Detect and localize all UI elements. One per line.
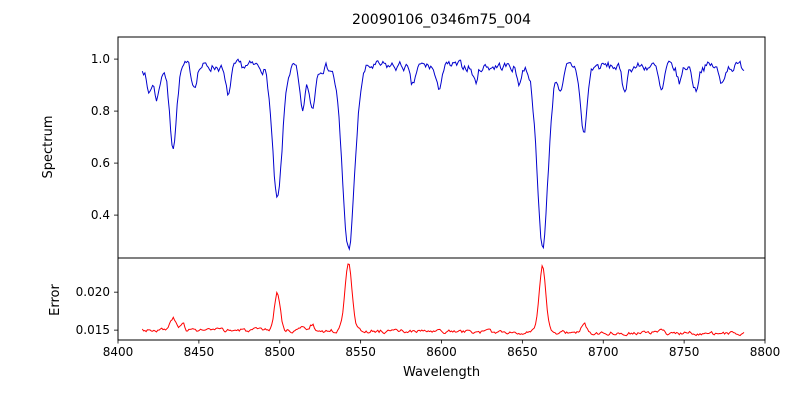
y-tick-label: 0.015	[76, 323, 110, 337]
x-tick-label: 8500	[264, 345, 295, 359]
x-tick-label: 8400	[103, 345, 134, 359]
x-axis-label: Wavelength	[402, 365, 481, 380]
x-tick-label: 8650	[507, 345, 538, 359]
chart-title: 20090106_0346m75_004	[351, 12, 532, 28]
y-tick-label: 0.4	[91, 208, 110, 222]
x-tick-label: 8750	[669, 345, 700, 359]
error-axes-border	[117, 257, 766, 341]
y-tick-label: 0.6	[91, 156, 110, 170]
x-tick-label: 8600	[426, 345, 457, 359]
x-tick-label: 8450	[184, 345, 215, 359]
x-tick-label: 8700	[588, 345, 619, 359]
y-tick-label: 0.8	[91, 104, 110, 118]
x-tick-label: 8800	[750, 345, 781, 359]
y-tick-label: 1.0	[91, 52, 110, 66]
spectrum-axes-border	[117, 36, 766, 259]
y-tick-label: 0.020	[76, 285, 110, 299]
spectrum-line	[141, 58, 745, 251]
x-tick-label: 8550	[345, 345, 376, 359]
error-line	[141, 263, 745, 337]
